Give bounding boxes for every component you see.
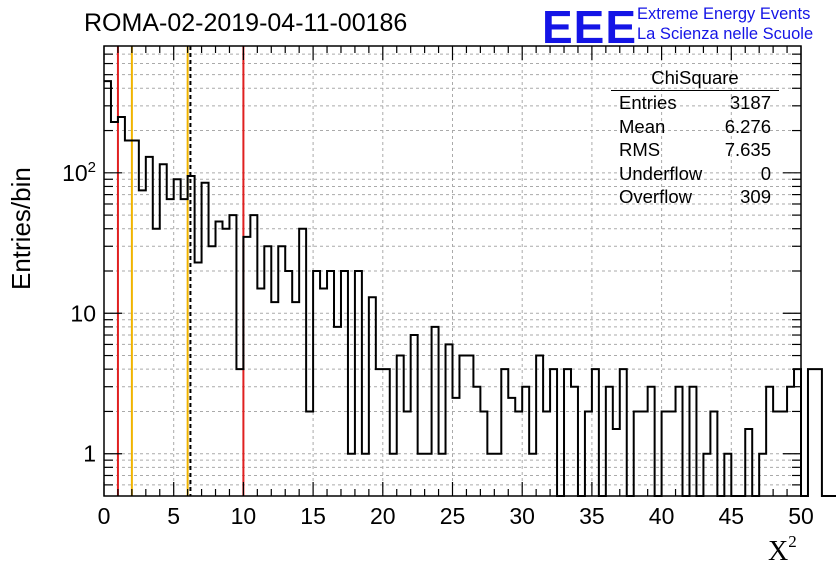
x-tick-label: 45: [719, 503, 745, 529]
logo-tagline-1: Extreme Energy Events: [637, 5, 811, 23]
stats-label: Mean: [619, 115, 666, 137]
y-tick-label: 10: [70, 300, 96, 326]
stats-label: Overflow: [619, 186, 692, 207]
y-axis-label: Entries/bin: [6, 167, 36, 290]
stats-title: ChiSquare: [611, 66, 779, 91]
x-tick-label: 5: [167, 503, 180, 529]
x-tick-label: 30: [509, 503, 535, 529]
axis-ticks: [103, 46, 802, 496]
stats-label: Entries: [619, 92, 677, 113]
stats-label: Underflow: [619, 162, 703, 184]
x-tick-label: 25: [440, 503, 466, 529]
y-tick-label: 102: [62, 159, 96, 186]
x-tick-label: 10: [231, 503, 257, 529]
stats-row-underflow: Underflow 0: [611, 162, 779, 186]
stats-value: 309: [740, 186, 771, 207]
stats-value: 3187: [729, 92, 771, 113]
stats-row-mean: Mean 6.276: [611, 115, 779, 139]
logo-tagline-2: La Scienza nelle Scuole: [637, 25, 814, 43]
stats-value: 6.276: [724, 115, 771, 137]
tick-labels: 0 5 10 15 20 25 30 35 40 45 50 1 10 102: [62, 159, 814, 529]
eee-logo: EEE: [542, 1, 638, 53]
x-tick-label: 50: [788, 503, 814, 529]
x-tick-label: 35: [579, 503, 605, 529]
histogram-series: [104, 80, 836, 497]
x-tick-label: 15: [300, 503, 326, 529]
stats-row-entries: Entries 3187: [611, 91, 779, 115]
stats-box: ChiSquare Entries 3187 Mean 6.276 RMS 7.…: [611, 66, 779, 209]
stats-value: 7.635: [724, 139, 771, 160]
x-axis-label-exponent: 2: [788, 532, 797, 551]
x-axis-label-text: X: [768, 536, 789, 567]
stats-label: RMS: [619, 139, 661, 160]
stats-row-overflow: Overflow 309: [611, 185, 779, 209]
x-tick-label: 0: [98, 503, 111, 529]
y-tick-label: 1: [83, 441, 96, 467]
x-axis-label: X2: [768, 532, 797, 568]
stats-row-rms: RMS 7.635: [611, 138, 779, 162]
x-tick-label: 20: [370, 503, 396, 529]
x-tick-label: 40: [649, 503, 675, 529]
chart-title: ROMA-02-2019-04-11-00186: [84, 9, 408, 37]
stats-value: 0: [760, 162, 771, 184]
